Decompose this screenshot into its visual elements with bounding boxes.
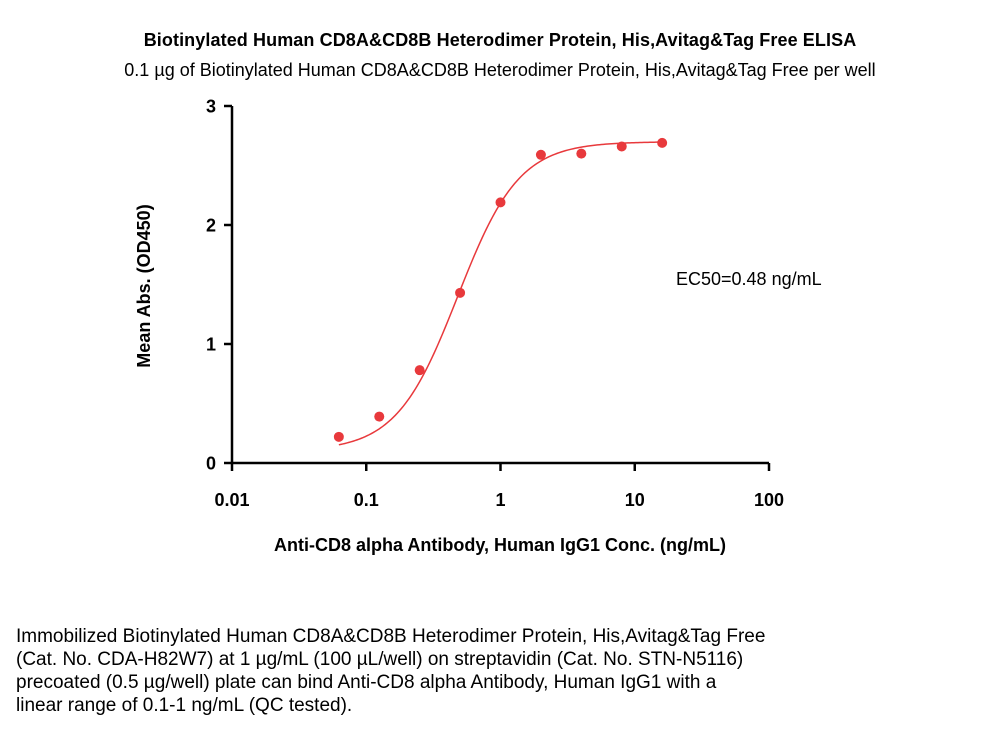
data-point <box>333 431 344 442</box>
elisa-chart: 0 1 2 3 0.01 0.1 1 10 100 Anti-CD8 alpha Antibod… <box>134 97 822 556</box>
caption-line: precoated (0.5 µg/well) plate can bind A… <box>16 672 717 693</box>
x-tick-label: 1 <box>495 490 505 510</box>
data-point <box>657 137 668 148</box>
x-tick-label: 0.01 <box>214 490 249 510</box>
data-point <box>374 411 385 422</box>
caption-line: linear range of 0.1-1 ng/mL (QC tested). <box>16 695 353 716</box>
ec50-annotation: EC50=0.48 ng/mL <box>676 269 822 289</box>
y-tick-label: 1 <box>206 335 216 355</box>
figure-caption: Immobilized Biotinylated Human CD8A&CD8B… <box>16 625 956 717</box>
x-tick-label: 0.1 <box>354 490 379 510</box>
fit-curve <box>338 141 663 446</box>
x-tick-label: 10 <box>625 490 645 510</box>
x-tick-label: 100 <box>754 490 784 510</box>
x-axis-label: Anti-CD8 alpha Antibody, Human IgG1 Conc… <box>274 535 726 555</box>
chart-title: Biotinylated Human CD8A&CD8B Heterodimer… <box>143 30 857 50</box>
data-point <box>414 365 425 376</box>
y-tick-label: 2 <box>206 216 216 236</box>
chart-subtitle: 0.1 µg of Biotinylated Human CD8A&CD8B H… <box>124 60 876 80</box>
data-point <box>535 149 546 160</box>
data-point <box>616 141 627 152</box>
y-axis-label: Mean Abs. (OD450) <box>134 204 154 367</box>
caption-line: (Cat. No. CDA-H82W7) at 1 µg/mL (100 µL/… <box>16 649 744 670</box>
y-tick-label: 0 <box>206 454 216 474</box>
caption-line: Immobilized Biotinylated Human CD8A&CD8B… <box>16 626 766 647</box>
y-tick-label: 3 <box>206 97 216 117</box>
data-point <box>576 148 587 159</box>
data-point <box>455 287 466 298</box>
data-point <box>495 197 506 208</box>
